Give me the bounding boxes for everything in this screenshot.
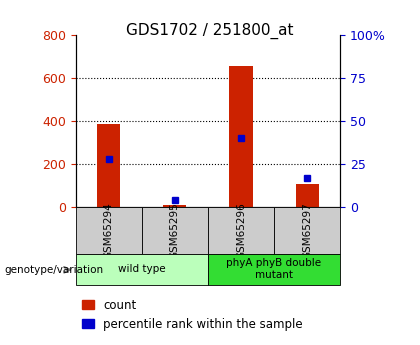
Text: phyA phyB double
mutant: phyA phyB double mutant: [226, 258, 322, 280]
Bar: [208, 254, 340, 285]
Text: wild type: wild type: [118, 264, 165, 274]
Bar: [296, 184, 319, 207]
Text: GSM65295: GSM65295: [170, 202, 180, 259]
Legend: count, percentile rank within the sample: count, percentile rank within the sample: [77, 294, 307, 336]
Text: GSM65297: GSM65297: [302, 202, 312, 259]
Bar: [274, 207, 340, 254]
Bar: [97, 124, 120, 207]
Text: GDS1702 / 251800_at: GDS1702 / 251800_at: [126, 22, 294, 39]
Bar: [142, 207, 208, 254]
Bar: [208, 207, 274, 254]
Bar: [229, 66, 252, 207]
Bar: [76, 207, 142, 254]
Text: GSM65296: GSM65296: [236, 202, 246, 259]
Text: GSM65294: GSM65294: [104, 202, 114, 259]
Bar: [76, 254, 208, 285]
Text: genotype/variation: genotype/variation: [4, 265, 103, 275]
Bar: [163, 205, 186, 207]
